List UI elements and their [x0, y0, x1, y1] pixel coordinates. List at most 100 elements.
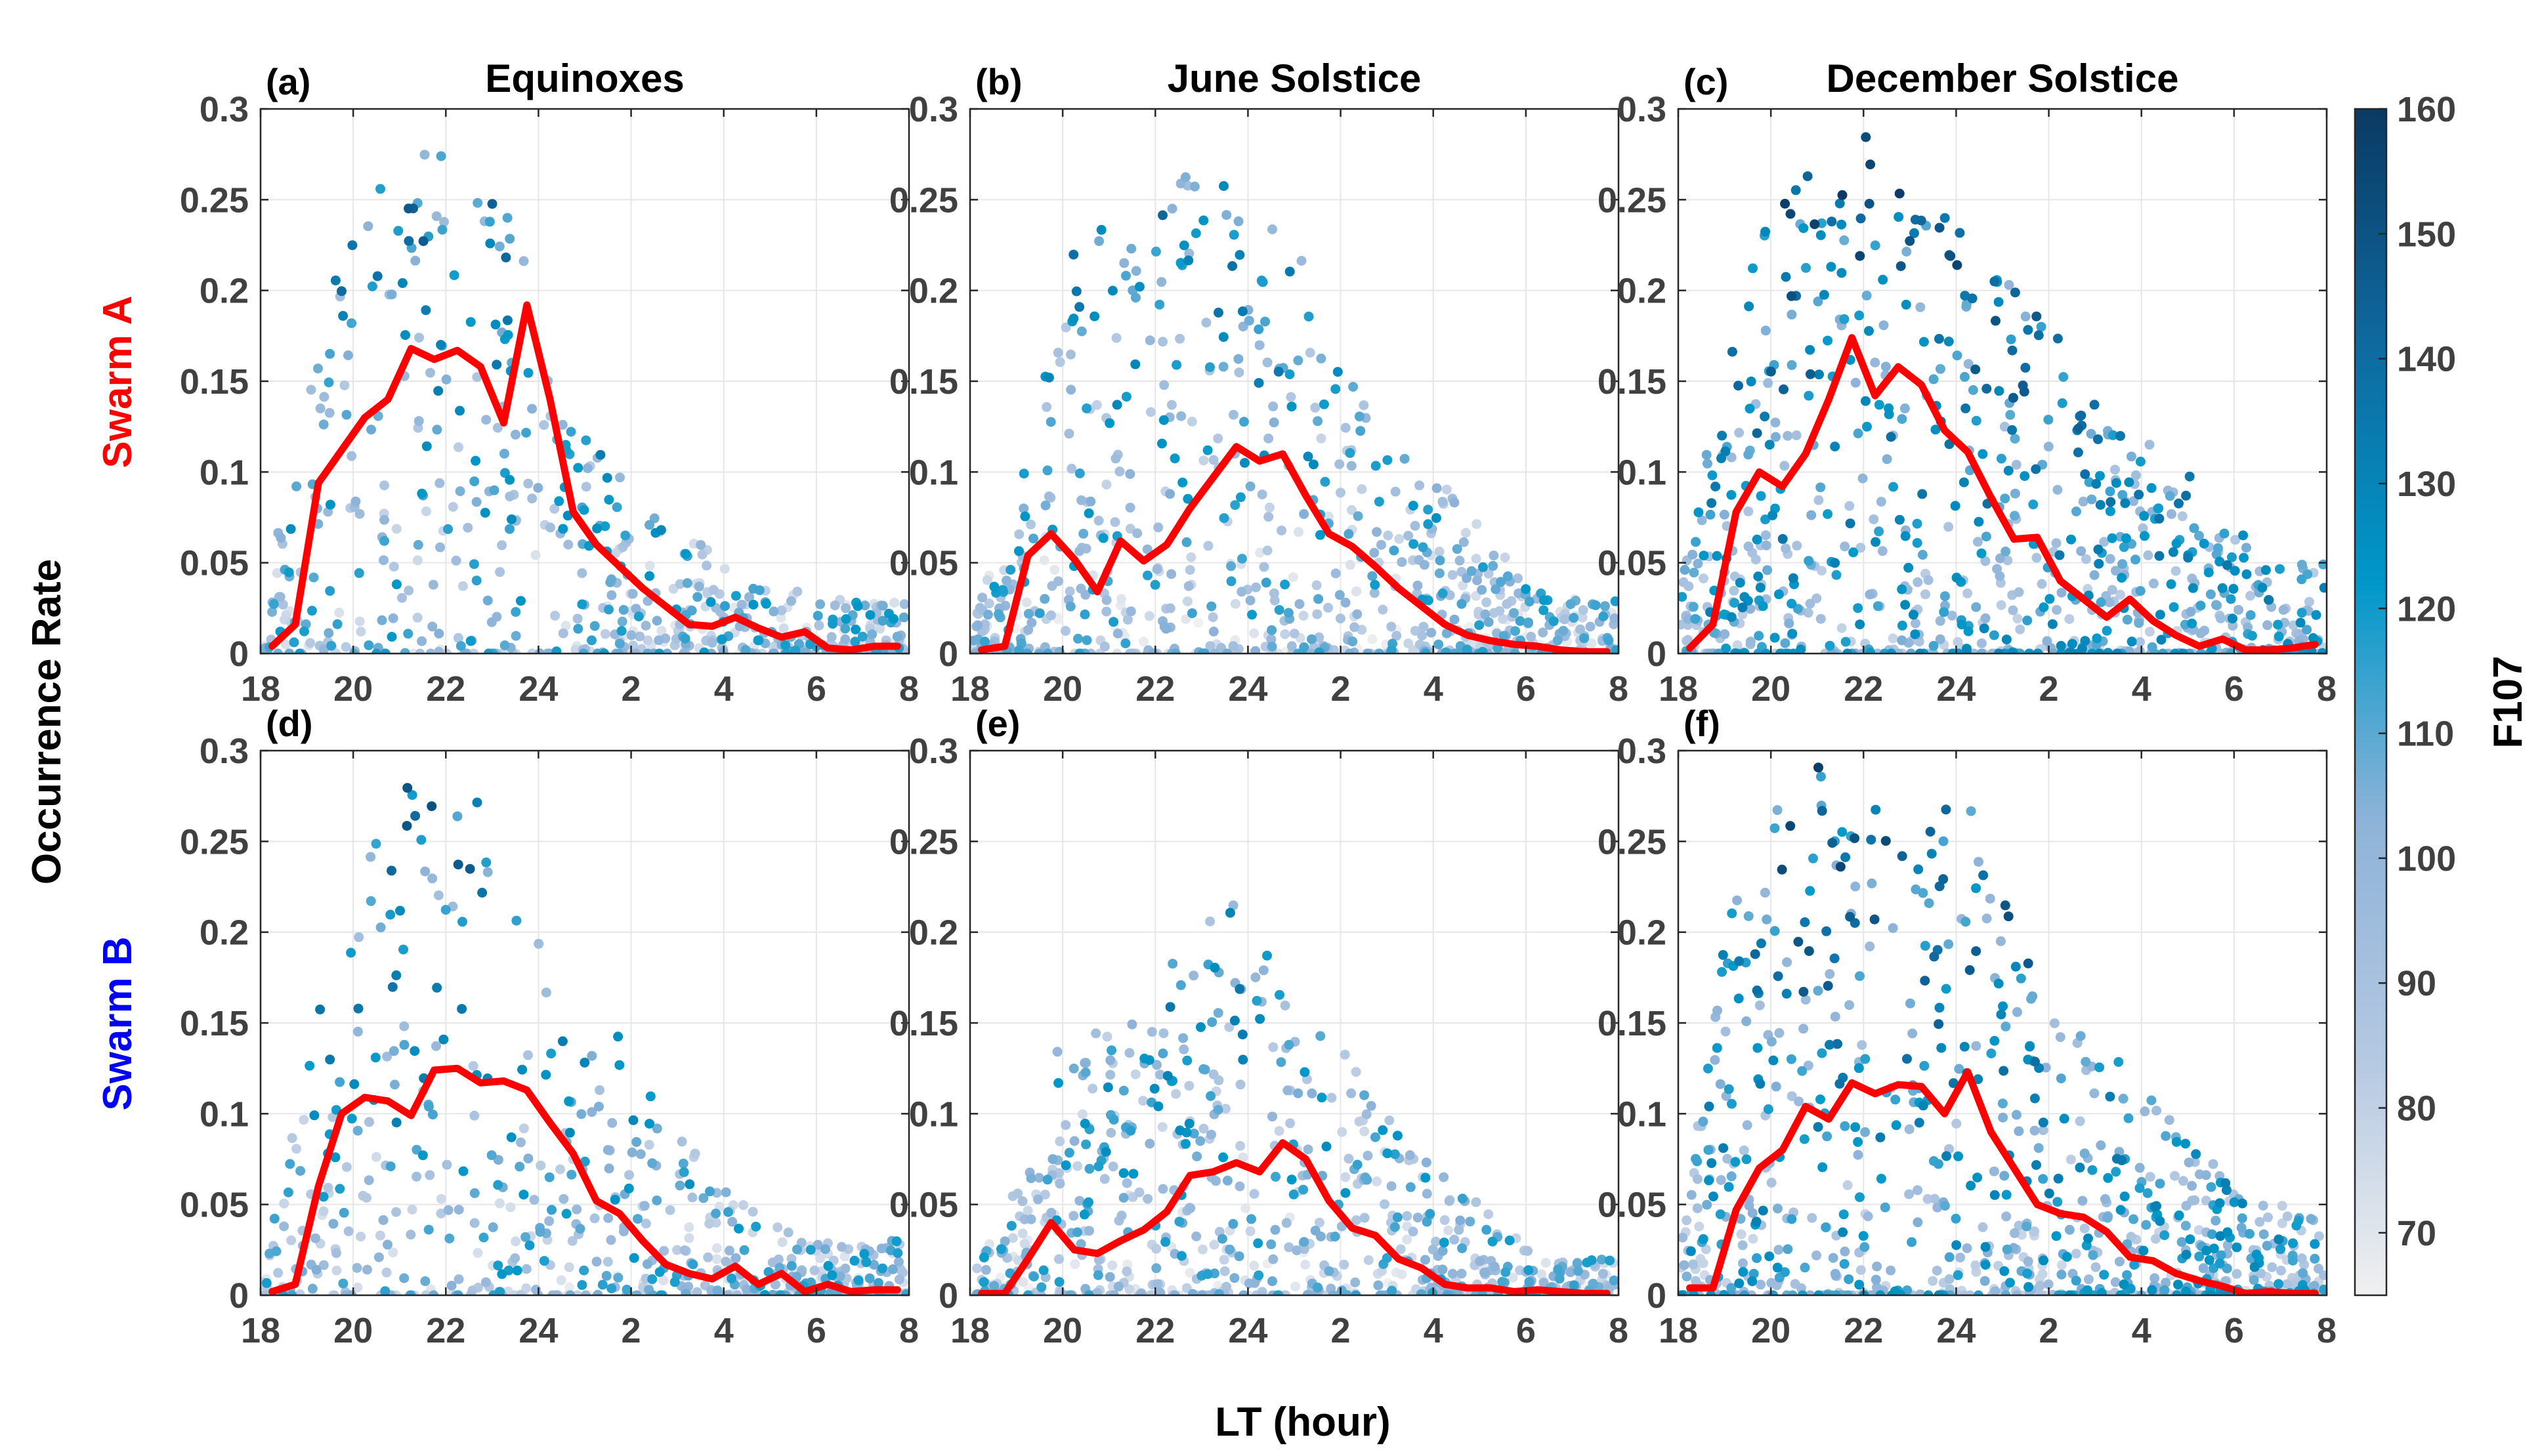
scatter-point: [1688, 602, 1699, 612]
scatter-point: [1805, 598, 1815, 609]
scatter-point: [1359, 400, 1369, 411]
scatter-point: [2186, 606, 2196, 617]
x-tick-label: 2: [1331, 669, 1351, 709]
scatter-point: [1332, 367, 1343, 377]
scatter-point: [440, 905, 451, 915]
scatter-point: [1743, 506, 1754, 516]
scatter-point: [865, 610, 876, 620]
scatter-point: [2115, 1257, 2125, 1267]
scatter-point: [454, 442, 463, 453]
scatter-point: [1183, 596, 1193, 606]
scatter-point: [901, 1289, 909, 1295]
scatter-point: [1726, 489, 1737, 500]
scatter-point: [1995, 571, 2005, 581]
scatter-point: [792, 1244, 802, 1255]
scatter-point: [441, 374, 452, 385]
scatter-point: [1836, 219, 1847, 230]
scatter-point: [1686, 1190, 1697, 1200]
scatter-point: [604, 1163, 614, 1174]
scatter-point: [652, 615, 662, 626]
scatter-point: [815, 599, 826, 610]
scatter-point: [732, 1290, 742, 1295]
scatter-point: [1235, 1079, 1246, 1090]
scatter-point: [1158, 1184, 1168, 1194]
scatter-point: [1831, 1290, 1841, 1295]
scatter-point: [1342, 1290, 1352, 1295]
scatter-point: [1888, 1290, 1899, 1295]
scatter-point: [1704, 1175, 1714, 1186]
x-tick-label: 4: [2132, 669, 2151, 709]
scatter-point: [1866, 835, 1876, 845]
scatter-point: [1254, 378, 1264, 388]
scatter-point: [2241, 543, 2251, 553]
scatter-point: [1609, 613, 1619, 623]
scatter-point: [1122, 1266, 1132, 1277]
scatter-point: [1185, 1268, 1195, 1278]
scatter-point: [1928, 1276, 1938, 1286]
scatter-point: [1392, 1131, 1403, 1141]
scatter-point: [1167, 203, 1177, 214]
scatter-point: [2170, 566, 2181, 576]
scatter-point: [2239, 552, 2249, 563]
scatter-point: [2211, 1215, 2221, 1226]
scatter-point: [432, 982, 442, 993]
scatter-point: [1915, 1289, 1926, 1295]
scatter-point: [1825, 640, 1835, 651]
scatter-point: [2023, 1281, 2034, 1292]
scatter-point: [1998, 1001, 2008, 1012]
scatter-point: [2005, 1278, 2015, 1288]
scatter-point: [1183, 581, 1194, 591]
scatter-point: [455, 486, 465, 497]
scatter-point: [356, 1232, 366, 1242]
scatter-point: [1821, 926, 1832, 936]
scatter-point: [1284, 266, 1295, 277]
scatter-point: [1197, 1290, 1208, 1295]
scatter-point: [2212, 543, 2223, 553]
scatter-point: [1745, 604, 1756, 614]
scatter-point: [2035, 1280, 2045, 1291]
scatter-point: [2287, 1255, 2298, 1266]
scatter-point: [366, 425, 376, 435]
scatter-point: [1895, 261, 1906, 272]
scatter-point: [1254, 340, 1265, 350]
scatter-point: [1126, 243, 1137, 254]
scatter-point: [1151, 1263, 1162, 1274]
scatter-point: [604, 604, 614, 615]
scatter-point: [1098, 533, 1109, 543]
scatter-point: [1762, 565, 1773, 575]
scatter-point: [2033, 1143, 2044, 1154]
scatter-point: [1978, 449, 1988, 459]
scatter-point: [1929, 951, 1939, 962]
scatter-point: [572, 614, 583, 624]
scatter-point: [1743, 596, 1753, 606]
scatter-point: [1702, 1199, 1712, 1210]
scatter-point: [558, 628, 568, 638]
scatter-point: [1997, 1098, 2008, 1109]
scatter-point: [1431, 483, 1442, 493]
scatter-point: [613, 1272, 624, 1283]
scatter-point: [2146, 1095, 2157, 1106]
scatter-point: [2056, 640, 2066, 651]
scatter-series: [970, 172, 1619, 654]
panel-letter: (e): [975, 703, 1020, 744]
scatter-point: [1420, 1173, 1431, 1183]
scatter-point: [1145, 1290, 1156, 1295]
scatter-point: [643, 648, 653, 654]
scatter-point: [1334, 459, 1345, 469]
scatter-point: [490, 320, 501, 330]
scatter-point: [1603, 635, 1614, 646]
scatter-point: [310, 1233, 321, 1243]
scatter-point: [482, 867, 493, 877]
scatter-point: [1558, 625, 1569, 636]
scatter-point: [1150, 579, 1160, 590]
y-tick-label: 0.05: [889, 544, 958, 583]
scatter-point: [534, 938, 544, 949]
scatter-series: [261, 150, 909, 654]
scatter-point: [2051, 538, 2062, 549]
scatter-point: [2117, 489, 2128, 500]
scatter-point: [1290, 1281, 1301, 1292]
scatter-point: [379, 555, 389, 566]
panel-letter: (c): [1683, 61, 1728, 102]
scatter-point: [1834, 1079, 1845, 1089]
scatter-point: [1257, 489, 1267, 500]
